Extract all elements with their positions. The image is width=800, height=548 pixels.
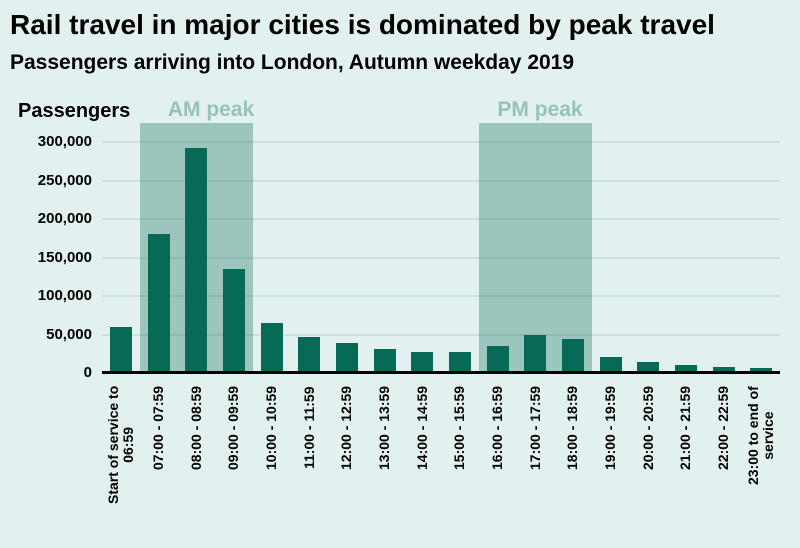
am-peak-band-label: AM peak [167,98,255,121]
gridline-150000 [102,256,780,259]
chart-title: Rail travel in major cities is dominated… [10,9,715,40]
y-tick-label: 50,000 [46,325,92,343]
bar-Start of service to 06:59 [109,326,132,373]
y-tick-label: 250,000 [37,171,92,189]
bar-16:00 - 16:59 [486,346,509,373]
bar-17:00 - 17:59 [524,335,547,373]
x-tick-label: 12:00 - 12:59 [338,385,355,470]
y-tick-label: 200,000 [37,210,92,227]
bar-13:00 - 13:59 [373,349,396,373]
x-tick-label: 22:00 - 22:59 [715,385,731,470]
x-tick-label: 23:00 to end of service [745,386,777,485]
chart-subtitle: Passengers arriving into London, Autumn … [10,51,575,74]
x-tick-label: 13:00 - 13:59 [376,385,392,470]
y-axis-title: Passengers [18,100,131,122]
x-tick-label: 17:00 - 17:59 [526,385,543,470]
x-tick-label: 08:00 - 08:59 [187,385,204,470]
gridline-100000 [102,295,780,297]
bar-21:00 - 21:59 [674,364,697,373]
gridline-300000 [102,141,780,143]
gridline-50000 [102,333,780,336]
bar-09:00 - 09:59 [222,269,245,373]
x-tick-label: 21:00 - 21:59 [677,385,694,470]
x-tick-label: 10:00 - 10:59 [263,385,279,470]
gridline-200000 [102,218,780,220]
bar-15:00 - 15:59 [448,352,471,373]
x-axis-line [102,371,780,374]
bar-10:00 - 10:59 [260,322,283,373]
x-tick-label: 16:00 - 16:59 [489,385,505,470]
x-tick-label: 09:00 - 09:59 [225,385,242,470]
x-tick-label: 20:00 - 20:59 [639,385,656,470]
bar-07:00 - 07:59 [147,233,170,373]
x-tick-label: Start of service to 06:59 [104,385,136,504]
x-tick-label: 19:00 - 19:59 [602,385,618,470]
y-tick-label: 0 [83,364,92,381]
gridline-250000 [102,179,780,182]
bar-20:00 - 20:59 [637,362,660,373]
bar-23:00 to end of service [750,368,773,373]
x-tick-label: 11:00 - 11:59 [300,386,317,469]
x-tick-label: 14:00 - 14:59 [413,385,430,470]
y-tick-label: 150,000 [37,248,92,266]
x-tick-label: 07:00 - 07:59 [150,385,166,470]
bar-12:00 - 12:59 [335,342,358,373]
pm-peak-band [478,123,592,374]
pm-peak-band-label: PM peak [497,98,583,121]
y-tick-label: 300,000 [37,133,92,150]
x-tick-label: 15:00 - 15:59 [451,385,468,470]
x-tick-label: 18:00 - 18:59 [564,385,581,470]
bar-19:00 - 19:59 [599,356,622,373]
bar-22:00 - 22:59 [712,366,735,373]
bar-08:00 - 08:59 [185,148,208,373]
bar-14:00 - 14:59 [411,352,434,373]
bar-11:00 - 11:59 [298,336,321,373]
y-tick-label: 100,000 [37,287,92,304]
bar-18:00 - 18:59 [561,339,584,373]
